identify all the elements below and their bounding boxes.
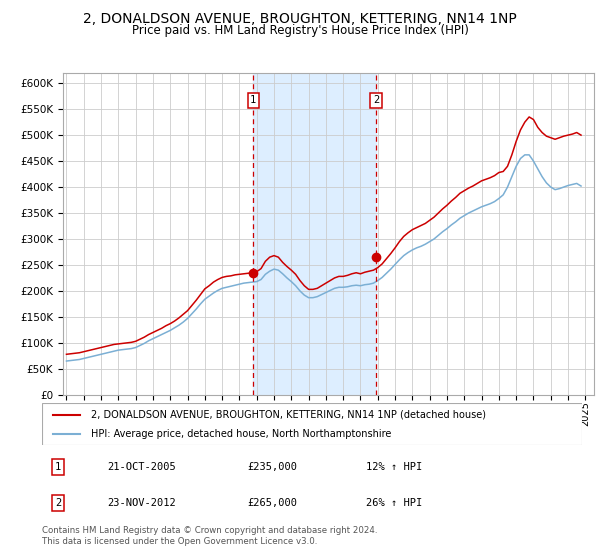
Bar: [253, 73, 376, 395]
Text: £265,000: £265,000: [247, 498, 297, 508]
Text: 2: 2: [373, 95, 379, 105]
Text: 2, DONALDSON AVENUE, BROUGHTON, KETTERING, NN14 1NP (detached house): 2, DONALDSON AVENUE, BROUGHTON, KETTERIN…: [91, 409, 485, 419]
Text: 1: 1: [250, 95, 256, 105]
Text: 12% ↑ HPI: 12% ↑ HPI: [366, 462, 422, 472]
Text: 1: 1: [55, 462, 61, 472]
Text: 2: 2: [55, 498, 61, 508]
Text: 2, DONALDSON AVENUE, BROUGHTON, KETTERING, NN14 1NP: 2, DONALDSON AVENUE, BROUGHTON, KETTERIN…: [83, 12, 517, 26]
Text: £235,000: £235,000: [247, 462, 297, 472]
Text: 23-NOV-2012: 23-NOV-2012: [107, 498, 176, 508]
Text: 21-OCT-2005: 21-OCT-2005: [107, 462, 176, 472]
Text: Price paid vs. HM Land Registry's House Price Index (HPI): Price paid vs. HM Land Registry's House …: [131, 24, 469, 37]
Text: 26% ↑ HPI: 26% ↑ HPI: [366, 498, 422, 508]
Text: Contains HM Land Registry data © Crown copyright and database right 2024.
This d: Contains HM Land Registry data © Crown c…: [42, 526, 377, 546]
Text: HPI: Average price, detached house, North Northamptonshire: HPI: Average price, detached house, Nort…: [91, 429, 391, 439]
